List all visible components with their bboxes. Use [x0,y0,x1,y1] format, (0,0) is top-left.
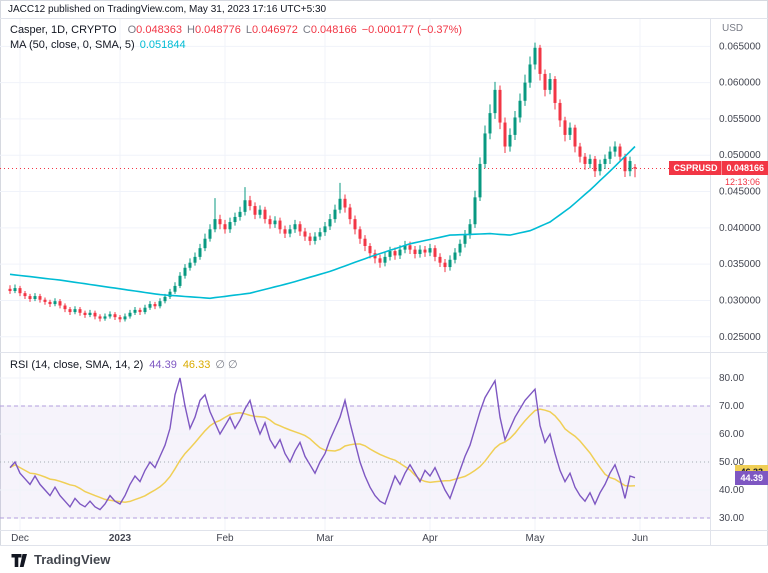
rsi-tick-label: 40.00 [719,485,744,496]
tradingview-logo-icon[interactable] [10,551,28,569]
footer: TradingView [0,545,768,573]
current-price-badge[interactable]: CSPRUSD 0.048166 [669,160,768,175]
symbol-badge-label: CSPRUSD [669,160,722,175]
chart-canvas[interactable]: Dec 2023 Feb Mar Apr May Jun 0.065000 0.060000 0.… [0,18,768,545]
rsi-tick-label: 60.00 [719,429,744,440]
time-tick-label[interactable]: Jun [632,533,648,544]
price-tick-label: 0.055000 [719,114,761,125]
price-tick-label: 0.035000 [719,259,761,270]
rsi-legend: RSI (14, close, SMA, 14, 2) 44.39 46.33 ∅ ∅ [10,358,238,373]
rsi-tick-label: 80.00 [719,373,744,384]
price-tick-label: 0.065000 [719,41,761,52]
rsi-ma-value: 46.33 [182,359,211,371]
tradingview-wordmark[interactable]: TradingView [34,552,111,567]
rsi-tick-label: 70.00 [719,401,744,412]
price-tick-label: 0.045000 [719,187,761,198]
rsi-tick-label: 50.00 [719,457,744,468]
rsi-tick-label: 30.00 [719,513,744,524]
high-value: 0.048776 [195,24,241,36]
time-tick-label[interactable]: Dec [11,533,29,544]
price-tick-label: 0.050000 [719,150,761,161]
time-tick-label[interactable]: May [526,533,545,544]
price-badge-value: 0.048166 [721,160,768,175]
rsi-line [9,377,636,511]
chart-area: Dec 2023 Feb Mar Apr May Jun 0.065000 0.060000 0.… [0,18,768,545]
candlestick-series [8,42,637,323]
ma-indicator-label[interactable]: MA (50, close, 0, SMA, 5) [10,39,135,51]
low-value: 0.046972 [252,24,298,36]
price-tick-label: 0.025000 [719,332,761,343]
main-legend: Casper, 1D, CRYPTO O0.048363 H0.048776 L0.0… [10,23,462,53]
time-tick-label[interactable]: Mar [316,533,334,544]
symbol-title[interactable]: Casper, 1D, CRYPTO [10,24,117,36]
rsi-current-badge: 44.39 [735,470,768,485]
ma-value: 0.051844 [139,39,186,51]
publish-info: JACC12 published on TradingView.com, May… [8,4,327,15]
time-tick-label[interactable]: 2023 [109,533,132,544]
open-label: O [127,24,137,36]
rsi-indicator-label[interactable]: RSI (14, close, SMA, 14, 2) [10,359,144,371]
price-tick-label: 0.060000 [719,78,761,89]
low-label: L [245,24,253,36]
close-value: 0.048166 [310,24,357,36]
bar-countdown: 12:13:06 [724,176,760,187]
price-tick-label: 0.030000 [719,295,761,306]
price-tick-label: 0.040000 [719,223,761,234]
time-tick-label[interactable]: Apr [422,533,438,544]
currency-unit-label: USD [722,23,743,34]
ma50-line [9,145,636,300]
time-tick-label[interactable]: Feb [216,533,234,544]
close-label: C [302,24,311,36]
high-label: H [187,24,195,36]
change-value: −0.000177 (−0.37%) [361,24,463,36]
open-value: 0.048363 [136,24,183,36]
rsi-value: 44.39 [149,359,177,371]
rsi-extra-values: ∅ ∅ [215,359,238,371]
